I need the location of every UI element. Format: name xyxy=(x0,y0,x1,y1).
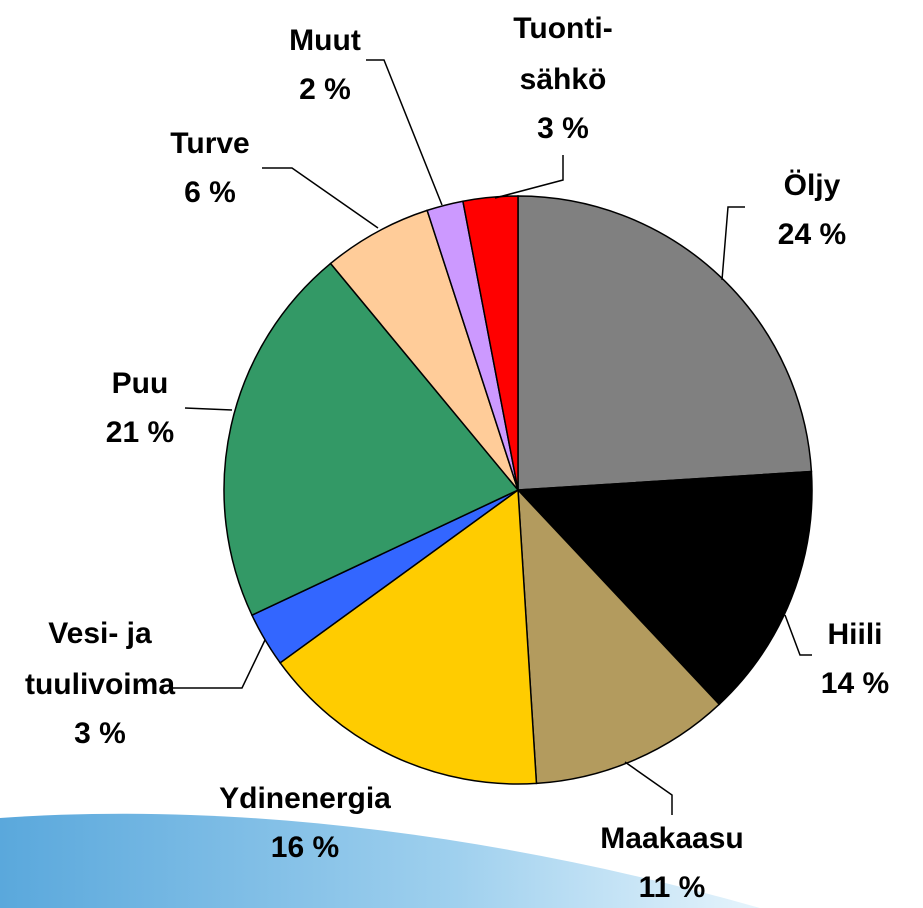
value-label: 11 % xyxy=(639,871,706,904)
pie-slice xyxy=(517,195,813,491)
value-label: 16 % xyxy=(271,831,339,864)
pie-slice xyxy=(517,487,721,785)
leader-line xyxy=(366,59,443,206)
pie-slice xyxy=(462,195,519,491)
value-label: 14 % xyxy=(821,667,889,700)
value-label: 2 % xyxy=(299,73,351,106)
labels: Öljy 24 % Hiili 14 % Maakaasu 11 % Ydinenergia… xyxy=(25,12,889,904)
value-label: 24 % xyxy=(778,218,846,251)
value-label: 6 % xyxy=(184,176,236,209)
category-label: Tuonti-sähkö xyxy=(513,12,612,96)
leader-line xyxy=(262,167,379,229)
value-label: 3 % xyxy=(537,112,589,145)
leader-line xyxy=(624,761,673,815)
background-swoosh xyxy=(0,813,760,908)
pie-slice xyxy=(516,470,813,706)
leader-line xyxy=(784,614,812,656)
pie-slice xyxy=(279,488,538,785)
category-label: Ydinenergia xyxy=(219,782,391,815)
category-label: Muut xyxy=(289,24,361,57)
category-label: Puu xyxy=(112,367,169,400)
pie xyxy=(223,195,813,785)
leader-line xyxy=(184,407,233,411)
value-label: 3 % xyxy=(74,717,126,750)
leader-line xyxy=(172,639,266,689)
leader-line xyxy=(494,155,564,199)
category-label: Vesi- ja tuulivoima xyxy=(25,617,175,701)
leader-line xyxy=(721,206,745,281)
category-label: Öljy xyxy=(784,169,841,202)
category-label: Maakaasu xyxy=(600,822,743,855)
value-label: 21 % xyxy=(106,416,174,449)
category-label: Turve xyxy=(170,127,249,160)
category-label: Hiili xyxy=(827,618,882,651)
pie-slice xyxy=(223,262,520,617)
